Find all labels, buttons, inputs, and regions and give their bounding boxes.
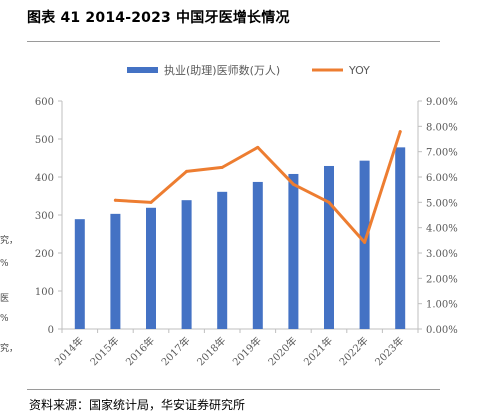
left-axis-tick-label: 100 [35,287,54,298]
yoy-point-2023 [398,130,402,134]
yoy-point-2017 [185,169,189,173]
bar-2023 [395,147,406,329]
legend-swatch-bar [127,67,158,73]
plot-area: 0 100 200 300 400 500 600 0.00% 1.00% 2.00% 3.00% 4… [35,97,458,368]
x-axis-tick-label: 2022年 [336,334,370,368]
title-divider [27,41,440,42]
right-axis-tick-label: 1.00% [426,300,458,311]
bar-2018 [217,191,228,329]
yoy-point-2015 [113,198,117,202]
bar-2019 [252,181,263,329]
yoy-point-2016 [149,200,153,204]
left-axis-tick-label: 300 [35,211,54,222]
page-fragment: % [0,314,9,324]
page-fragment: 医 [0,294,10,304]
x-axis-tick-label: 2019年 [230,334,264,368]
chart-title: 图表 41 2014-2023 中国牙医增长情况 [27,10,290,26]
combo-chart: 执业(助理)医师数(万人) YOY 0 100 200 300 400 500 600 0.0… [35,63,458,368]
left-axis-tick-label: 400 [35,173,54,184]
bar-2020 [288,173,299,329]
bar-2017 [181,200,192,329]
right-axis-tick-label: 7.00% [426,148,458,159]
bar-2015 [110,213,121,329]
left-axis-tick-label: 600 [35,97,54,108]
yoy-point-2020 [291,182,295,186]
page-fragment: % [0,259,9,269]
right-axis-tick-label: 4.00% [426,224,458,235]
x-axis-tick-label: 2016年 [123,334,157,368]
right-axis-tick-label: 0.00% [426,325,458,336]
left-axis-tick-label: 0 [48,325,54,336]
bar-2016 [146,207,156,329]
x-axis-tick-label: 2021年 [301,334,335,368]
yoy-point-2022 [363,240,367,244]
source-note: 资料来源：国家统计局，华安证券研究所 [29,398,246,412]
left-axis-tick-label: 500 [35,135,54,146]
right-axis-tick-label: 5.00% [426,198,458,209]
right-axis-tick-label: 3.00% [426,249,458,260]
legend-label-bar: 执业(助理)医师数(万人) [164,63,280,77]
page-fragment: 究， [0,236,19,246]
x-axis-tick-label: 2020年 [265,334,299,368]
bar-2021 [324,165,334,329]
yoy-point-2021 [327,200,331,204]
yoy-point-2018 [220,165,224,169]
footer-divider [27,389,440,390]
right-axis-tick-label: 2.00% [426,274,458,285]
right-axis-tick-label: 8.00% [426,122,458,133]
x-axis-tick-label: 2023年 [372,334,406,368]
x-axis-tick-label: 2014年 [52,334,86,368]
right-axis-tick-label: 9.00% [426,97,458,108]
page-fragment: 究， [0,344,19,354]
right-axis-tick-label: 6.00% [426,173,458,184]
legend: 执业(助理)医师数(万人) YOY [127,63,370,77]
x-axis-tick-label: 2017年 [158,334,192,368]
bar-2014 [74,219,85,329]
left-axis-tick-label: 200 [35,249,54,260]
x-axis-tick-label: 2015年 [87,334,121,368]
bar-2022 [359,160,370,329]
legend-label-line: YOY [348,64,370,77]
x-axis-tick-label: 2018年 [194,334,228,368]
yoy-point-2019 [256,145,260,149]
